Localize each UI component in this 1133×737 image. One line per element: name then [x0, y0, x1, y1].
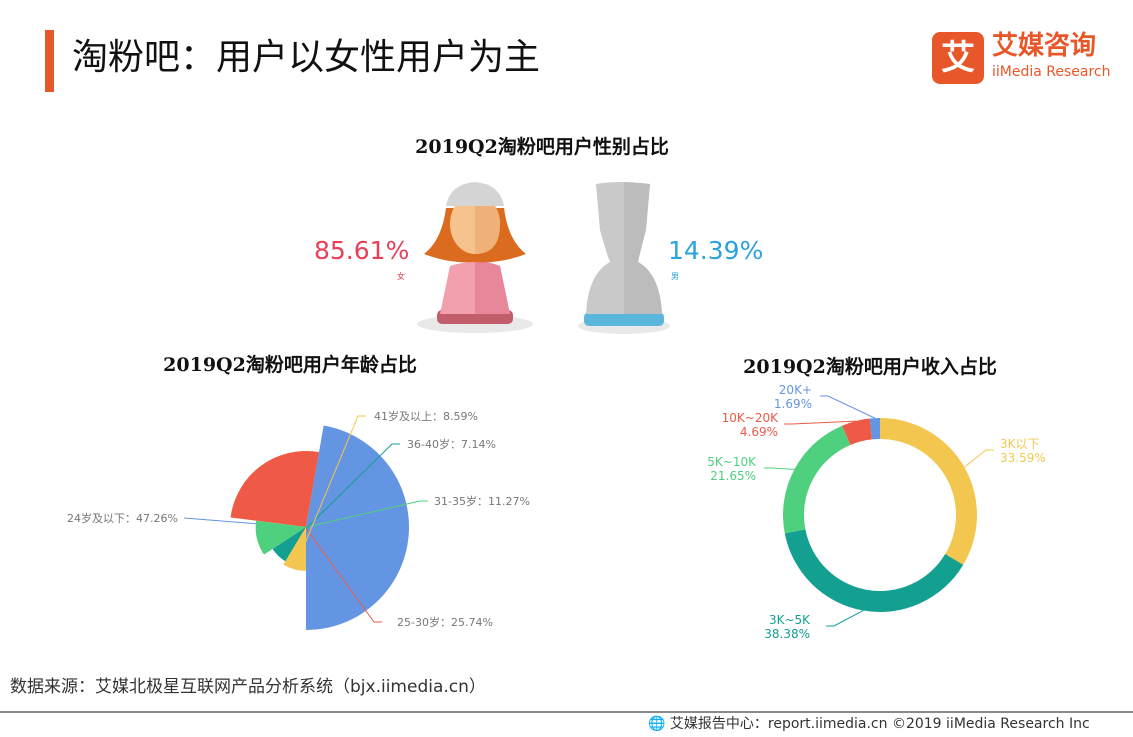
- female-percentage: 85.61%: [314, 236, 410, 265]
- age-chart-title: 2019Q2淘粉吧用户年龄占比: [163, 354, 417, 376]
- age-leader-line-1: [260, 465, 382, 623]
- male-user-icon: [578, 182, 670, 334]
- age-rose-chart: 24岁及以下：47.26% 25-30岁：25.74% 31-35岁：11.27% 3…: [67, 409, 530, 630]
- income-value-label-3: 4.69%: [740, 425, 778, 439]
- income-category-label-2: 5K~10K: [707, 455, 757, 469]
- age-label-0: 24岁及以下：47.26%: [67, 511, 178, 525]
- income-category-label-4: 20K+: [779, 383, 812, 397]
- gender-chart-title: 2019Q2淘粉吧用户性别占比: [415, 136, 669, 158]
- income-value-label-0: 33.59%: [1000, 451, 1046, 465]
- footer-copyright: 🌐 艾媒报告中心：report.iimedia.cn ©2019 iiMedia…: [648, 714, 1090, 734]
- income-category-label-0: 3K以下: [1000, 437, 1040, 451]
- title-accent-bar: [45, 30, 54, 92]
- brand-name-cn: 艾媒咨询: [992, 31, 1097, 61]
- income-category-label-3: 10K~20K: [722, 411, 779, 425]
- income-slice-4-20k: [869, 418, 880, 440]
- income-slice-1-3k-5k: [784, 529, 964, 612]
- income-chart-title: 2019Q2淘粉吧用户收入占比: [743, 356, 997, 378]
- brand-logo-block: 艾 艾媒咨询 iiMedia Research: [932, 30, 1112, 86]
- income-category-label-1: 3K~5K: [769, 613, 811, 627]
- brand-name-en: iiMedia Research: [992, 64, 1111, 80]
- income-leader-line-4: [820, 395, 876, 419]
- income-slice-3-10k-20k: [842, 418, 872, 446]
- page-title: 淘粉吧：用户以女性用户为主: [72, 37, 541, 78]
- income-value-label-1: 38.38%: [764, 627, 810, 641]
- brand-logo-icon: 艾: [932, 32, 984, 84]
- income-slice-0-3k: [880, 418, 977, 565]
- age-label-2: 31-35岁：11.27%: [434, 494, 530, 508]
- age-leader-line-3: [277, 443, 400, 557]
- copyright-text: 艾媒报告中心：report.iimedia.cn ©2019 iiMedia R…: [669, 716, 1090, 732]
- male-percentage: 14.39%: [668, 236, 764, 265]
- age-label-1: 25-30岁：25.74%: [397, 615, 493, 629]
- income-slice-2-5k-10k: [783, 425, 851, 534]
- income-value-label-2: 21.65%: [710, 469, 756, 483]
- female-label: 女: [397, 272, 405, 281]
- age-label-4: 41岁及以上：8.59%: [374, 409, 478, 423]
- income-leader-line-1: [826, 610, 864, 627]
- age-label-3: 36-40岁：7.14%: [407, 437, 496, 451]
- age-slice-4-41: [283, 527, 306, 571]
- globe-icon: 🌐: [648, 716, 666, 732]
- footer-divider: [0, 711, 1133, 713]
- age-slice-0-24: [306, 425, 410, 630]
- age-leader-line-4: [293, 415, 366, 570]
- income-leader-line-2: [764, 467, 795, 470]
- income-leader-line-0: [964, 449, 994, 468]
- male-label: 男: [671, 272, 679, 281]
- data-source-note: 数据来源：艾媒北极星互联网产品分析系统（bjx.iimedia.cn）: [10, 677, 486, 697]
- age-slice-2-31-35: [255, 520, 306, 555]
- age-slice-1-25-30: [230, 450, 320, 527]
- income-value-label-4: 1.69%: [774, 397, 812, 411]
- female-user-icon: [417, 182, 533, 333]
- income-leader-line-3: [784, 420, 856, 425]
- age-leader-line-2: [256, 500, 428, 539]
